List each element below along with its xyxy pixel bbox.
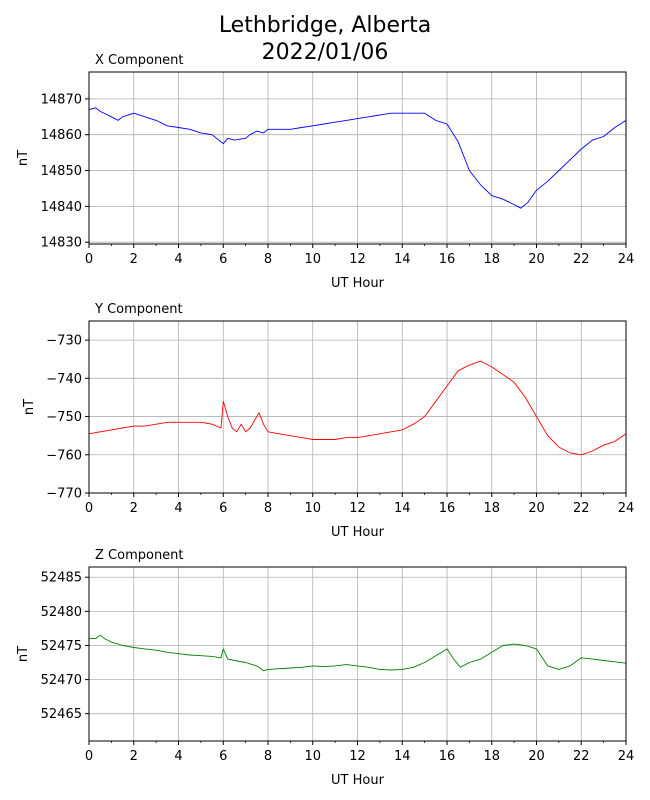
x-component-y-tick-label: 14860 <box>41 128 82 143</box>
z-component-y-tick-label: 52475 <box>41 639 82 654</box>
x-component-x-tick-label: 4 <box>174 252 182 267</box>
y-component-title: Y Component <box>94 302 183 317</box>
x-component-y-tick-label: 14850 <box>41 164 82 179</box>
z-component-series-line <box>89 634 627 672</box>
y-component-x-tick-label: 20 <box>528 501 545 516</box>
y-component-axes-frame <box>88 320 627 494</box>
z-component-x-tick-label: 4 <box>174 749 182 764</box>
figure-title: Lethbridge, Alberta 2022/01/06 <box>0 12 650 66</box>
z-component-x-tick-label: 0 <box>85 749 93 764</box>
y-component-x-tick-label: 4 <box>174 501 182 516</box>
z-component-x-tick-label: 2 <box>130 749 138 764</box>
y-component-x-tick-label: 22 <box>573 501 590 516</box>
x-component-x-axis-label: UT Hour <box>331 276 385 291</box>
x-component-x-tick-label: 22 <box>573 252 590 267</box>
x-component-x-tick-label: 6 <box>219 252 227 267</box>
x-component-title: X Component <box>95 53 184 68</box>
x-component-x-tick-label: 14 <box>394 252 411 267</box>
z-component-y-tick-label: 52485 <box>41 571 82 586</box>
y-component-x-tick-label: 10 <box>304 501 321 516</box>
z-component-x-tick-label: 8 <box>264 749 272 764</box>
y-component-x-tick-label: 16 <box>439 501 456 516</box>
y-component-y-tick-label: −730 <box>46 334 82 349</box>
x-component-x-tick-label: 18 <box>483 252 500 267</box>
z-component-y-axis-label: nT <box>16 646 31 662</box>
y-component-x-tick-label: 12 <box>349 501 366 516</box>
z-component-x-tick-label: 12 <box>349 749 366 764</box>
x-component-x-tick-label: 16 <box>439 252 456 267</box>
z-component-x-tick-label: 10 <box>304 749 321 764</box>
x-component-y-tick-label: 14830 <box>41 236 82 251</box>
x-component-x-tick-label: 2 <box>130 252 138 267</box>
y-component-y-tick-label: −770 <box>46 487 82 502</box>
y-component-x-tick-label: 14 <box>394 501 411 516</box>
x-component-y-tick-label: 14840 <box>41 200 82 215</box>
x-component-x-tick-label: 0 <box>85 252 93 267</box>
y-component-x-tick-label: 0 <box>85 501 93 516</box>
z-component-x-tick-label: 20 <box>528 749 545 764</box>
x-component-axes-frame <box>88 71 627 245</box>
z-component-y-tick-label: 52470 <box>41 673 82 688</box>
x-component-x-tick-label: 10 <box>304 252 321 267</box>
y-component-x-tick-label: 24 <box>618 501 635 516</box>
z-component-x-tick-label: 16 <box>439 749 456 764</box>
y-component-x-axis-label: UT Hour <box>331 525 385 540</box>
z-component-y-tick-label: 52465 <box>41 707 82 722</box>
z-component-x-tick-label: 14 <box>394 749 411 764</box>
x-component-x-tick-label: 8 <box>264 252 272 267</box>
y-component-x-tick-label: 8 <box>264 501 272 516</box>
y-component-y-tick-label: −760 <box>46 448 82 463</box>
figure-title-line-2: 2022/01/06 <box>261 40 389 65</box>
z-component-x-tick-label: 24 <box>618 749 635 764</box>
figure-title-line-1: Lethbridge, Alberta <box>218 13 432 38</box>
x-component-x-tick-label: 12 <box>349 252 366 267</box>
x-component-y-axis-label: nT <box>16 150 31 166</box>
y-component-series-line <box>88 360 627 456</box>
z-component-x-tick-label: 22 <box>573 749 590 764</box>
y-component-x-tick-label: 2 <box>130 501 138 516</box>
z-component-x-tick-label: 18 <box>483 749 500 764</box>
y-component-y-axis-label: nT <box>22 399 37 415</box>
z-component-x-tick-label: 6 <box>219 749 227 764</box>
x-component-x-tick-label: 24 <box>618 252 635 267</box>
x-component-series-line <box>88 107 627 209</box>
y-component-x-tick-label: 6 <box>219 501 227 516</box>
z-component-title: Z Component <box>95 548 184 563</box>
z-component-x-axis-label: UT Hour <box>331 773 385 788</box>
z-component-axes-frame <box>88 566 627 742</box>
y-component-y-tick-label: −750 <box>46 410 82 425</box>
y-component-x-tick-label: 18 <box>483 501 500 516</box>
x-component-y-tick-label: 14870 <box>41 92 82 107</box>
z-component-y-tick-label: 52480 <box>41 605 82 620</box>
y-component-y-tick-label: −740 <box>46 372 82 387</box>
x-component-x-tick-label: 20 <box>528 252 545 267</box>
